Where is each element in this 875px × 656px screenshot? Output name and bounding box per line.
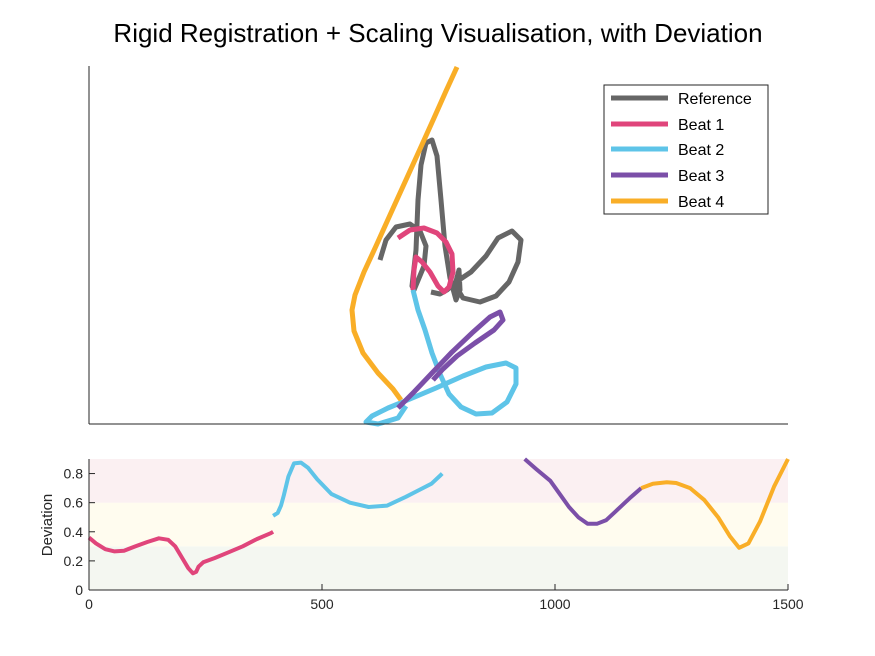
legend-entry-beat-1: Beat 1 <box>611 117 724 134</box>
legend-label-beat-1: Beat 1 <box>678 117 724 134</box>
legend-entry-reference: Reference <box>611 91 752 108</box>
deviation-line-beat-1 <box>87 530 275 576</box>
legend: Reference Beat 1 Beat 2 Beat 3 Beat 4 <box>603 84 769 215</box>
y-tick-label: 0.6 <box>64 495 84 511</box>
deviation-y-ticks: 0 0.2 0.4 0.6 0.8 <box>64 466 95 598</box>
y-tick-label: 0.2 <box>64 553 84 569</box>
deviation-series-group <box>87 457 790 576</box>
deviation-band-3 <box>89 459 788 503</box>
legend-entry-beat-3: Beat 3 <box>611 168 724 185</box>
deviation-x-ticks: 0 500 1000 1500 <box>85 584 804 612</box>
chart-title: Rigid Registration + Scaling Visualisati… <box>113 18 762 48</box>
x-tick-label: 1500 <box>772 596 803 612</box>
legend-label-beat-2: Beat 2 <box>678 142 724 159</box>
legend-entry-beat-4: Beat 4 <box>611 194 724 211</box>
series-line-beat-3 <box>396 309 506 410</box>
deviation-line-beat-2 <box>272 460 444 518</box>
x-tick-label: 500 <box>310 596 334 612</box>
y-tick-label: 0.4 <box>64 524 84 540</box>
deviation-plot: 0 0.2 0.4 0.6 0.8 0 500 1000 1500 Deviation <box>39 457 804 612</box>
registration-series-group <box>349 65 524 427</box>
y-tick-label: 0 <box>75 582 83 598</box>
x-tick-label: 1000 <box>539 596 570 612</box>
deviation-line-beat-4 <box>640 458 790 550</box>
legend-label-beat-4: Beat 4 <box>678 194 724 211</box>
deviation-band-1 <box>89 546 788 590</box>
x-tick-label: 0 <box>85 596 93 612</box>
legend-label-reference: Reference <box>678 91 752 108</box>
series-line-beat-1 <box>396 225 456 295</box>
deviation-y-label: Deviation <box>39 494 56 557</box>
legend-label-beat-3: Beat 3 <box>678 168 724 185</box>
series-line-beat-4 <box>349 65 460 402</box>
y-tick-label: 0.8 <box>64 466 84 482</box>
registration-plot: Reference Beat 1 Beat 2 Beat 3 Beat 4 <box>88 65 788 427</box>
legend-entry-beat-2: Beat 2 <box>611 142 724 159</box>
deviation-line-beat-3 <box>523 457 643 526</box>
deviation-band-2 <box>89 502 788 547</box>
